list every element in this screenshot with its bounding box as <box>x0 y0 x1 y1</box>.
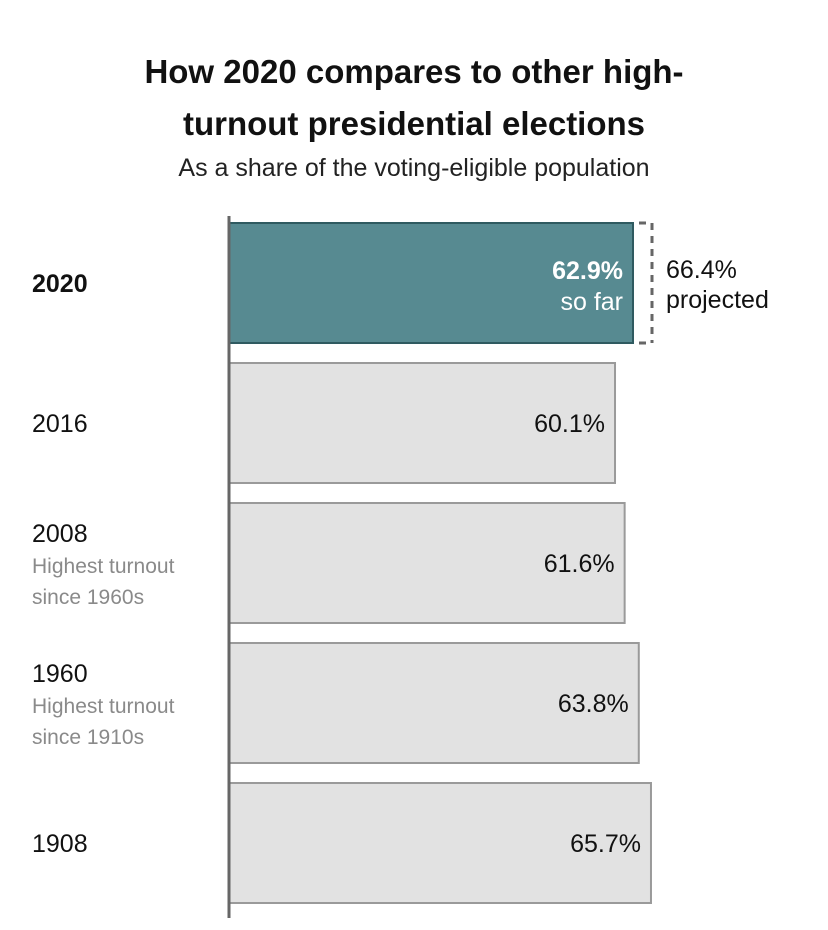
chart-title-line-2: turnout presidential elections <box>182 105 646 142</box>
category-label-2008: 2008 <box>32 520 88 548</box>
bar-1908 <box>228 782 652 904</box>
bar-1960 <box>228 642 640 764</box>
value-label-1960: 63.8% <box>558 690 629 718</box>
category-label-2016: 2016 <box>32 410 88 438</box>
category-note-2008-line-1: Highest turnout <box>32 555 175 578</box>
category-label-2020: 2020 <box>32 270 88 298</box>
value-label-2008: 61.6% <box>544 550 615 578</box>
chart-subtitle: As a share of the voting-eligible popula… <box>178 154 650 182</box>
value-sublabel-2020: so far <box>560 288 623 316</box>
chart-title-line-1: How 2020 compares to other high- <box>144 53 684 90</box>
value-label-2016: 60.1% <box>534 410 605 438</box>
projection-value-label: 66.4% <box>666 256 737 284</box>
category-note-1960-line-1: Highest turnout <box>32 695 175 718</box>
chart-title: How 2020 compares to other high- turnout… <box>0 46 828 150</box>
bar-2020 <box>228 222 634 344</box>
bar-2016 <box>228 362 617 484</box>
value-label-2020: 62.9% <box>552 257 623 285</box>
category-note-2008-line-2: since 1960s <box>32 586 144 609</box>
category-label-1908: 1908 <box>32 830 88 858</box>
value-label-1908: 65.7% <box>570 830 641 858</box>
projection-text-label: projected <box>666 286 769 314</box>
bar-2008 <box>228 502 626 624</box>
category-note-1960-line-2: since 1910s <box>32 726 144 749</box>
category-label-1960: 1960 <box>32 660 88 688</box>
